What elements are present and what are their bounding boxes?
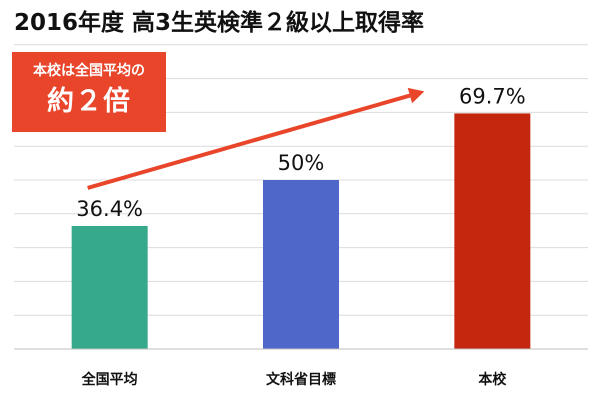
value-label-3: 69.7% bbox=[459, 84, 526, 108]
bar-1 bbox=[71, 225, 148, 349]
callout-highlight: 約２倍 bbox=[47, 86, 131, 117]
chart-title: 2016年度 高3生英検準２級以上取得率 bbox=[14, 10, 425, 36]
callout-background bbox=[12, 52, 166, 132]
category-label-1: 全国平均 bbox=[81, 371, 138, 388]
trend-arrow-shaft bbox=[87, 93, 411, 190]
callout-box: 本校は全国平均の 約２倍 bbox=[12, 52, 166, 132]
category-label-3: 本校 bbox=[478, 371, 507, 388]
trend-arrow-head bbox=[407, 87, 425, 104]
callout-caption: 本校は全国平均の bbox=[33, 63, 145, 79]
bar-2 bbox=[263, 180, 339, 349]
bar-3 bbox=[454, 113, 531, 349]
category-labels: 全国平均 文科省目標 本校 bbox=[81, 371, 508, 388]
trend-arrow bbox=[87, 87, 425, 190]
bars bbox=[71, 113, 531, 349]
value-labels: 36.4% 50% 69.7% bbox=[76, 84, 525, 221]
value-label-1: 36.4% bbox=[76, 197, 143, 221]
value-label-2: 50% bbox=[278, 151, 325, 175]
category-label-2: 文科省目標 bbox=[266, 371, 336, 388]
callout-rect bbox=[12, 52, 166, 132]
